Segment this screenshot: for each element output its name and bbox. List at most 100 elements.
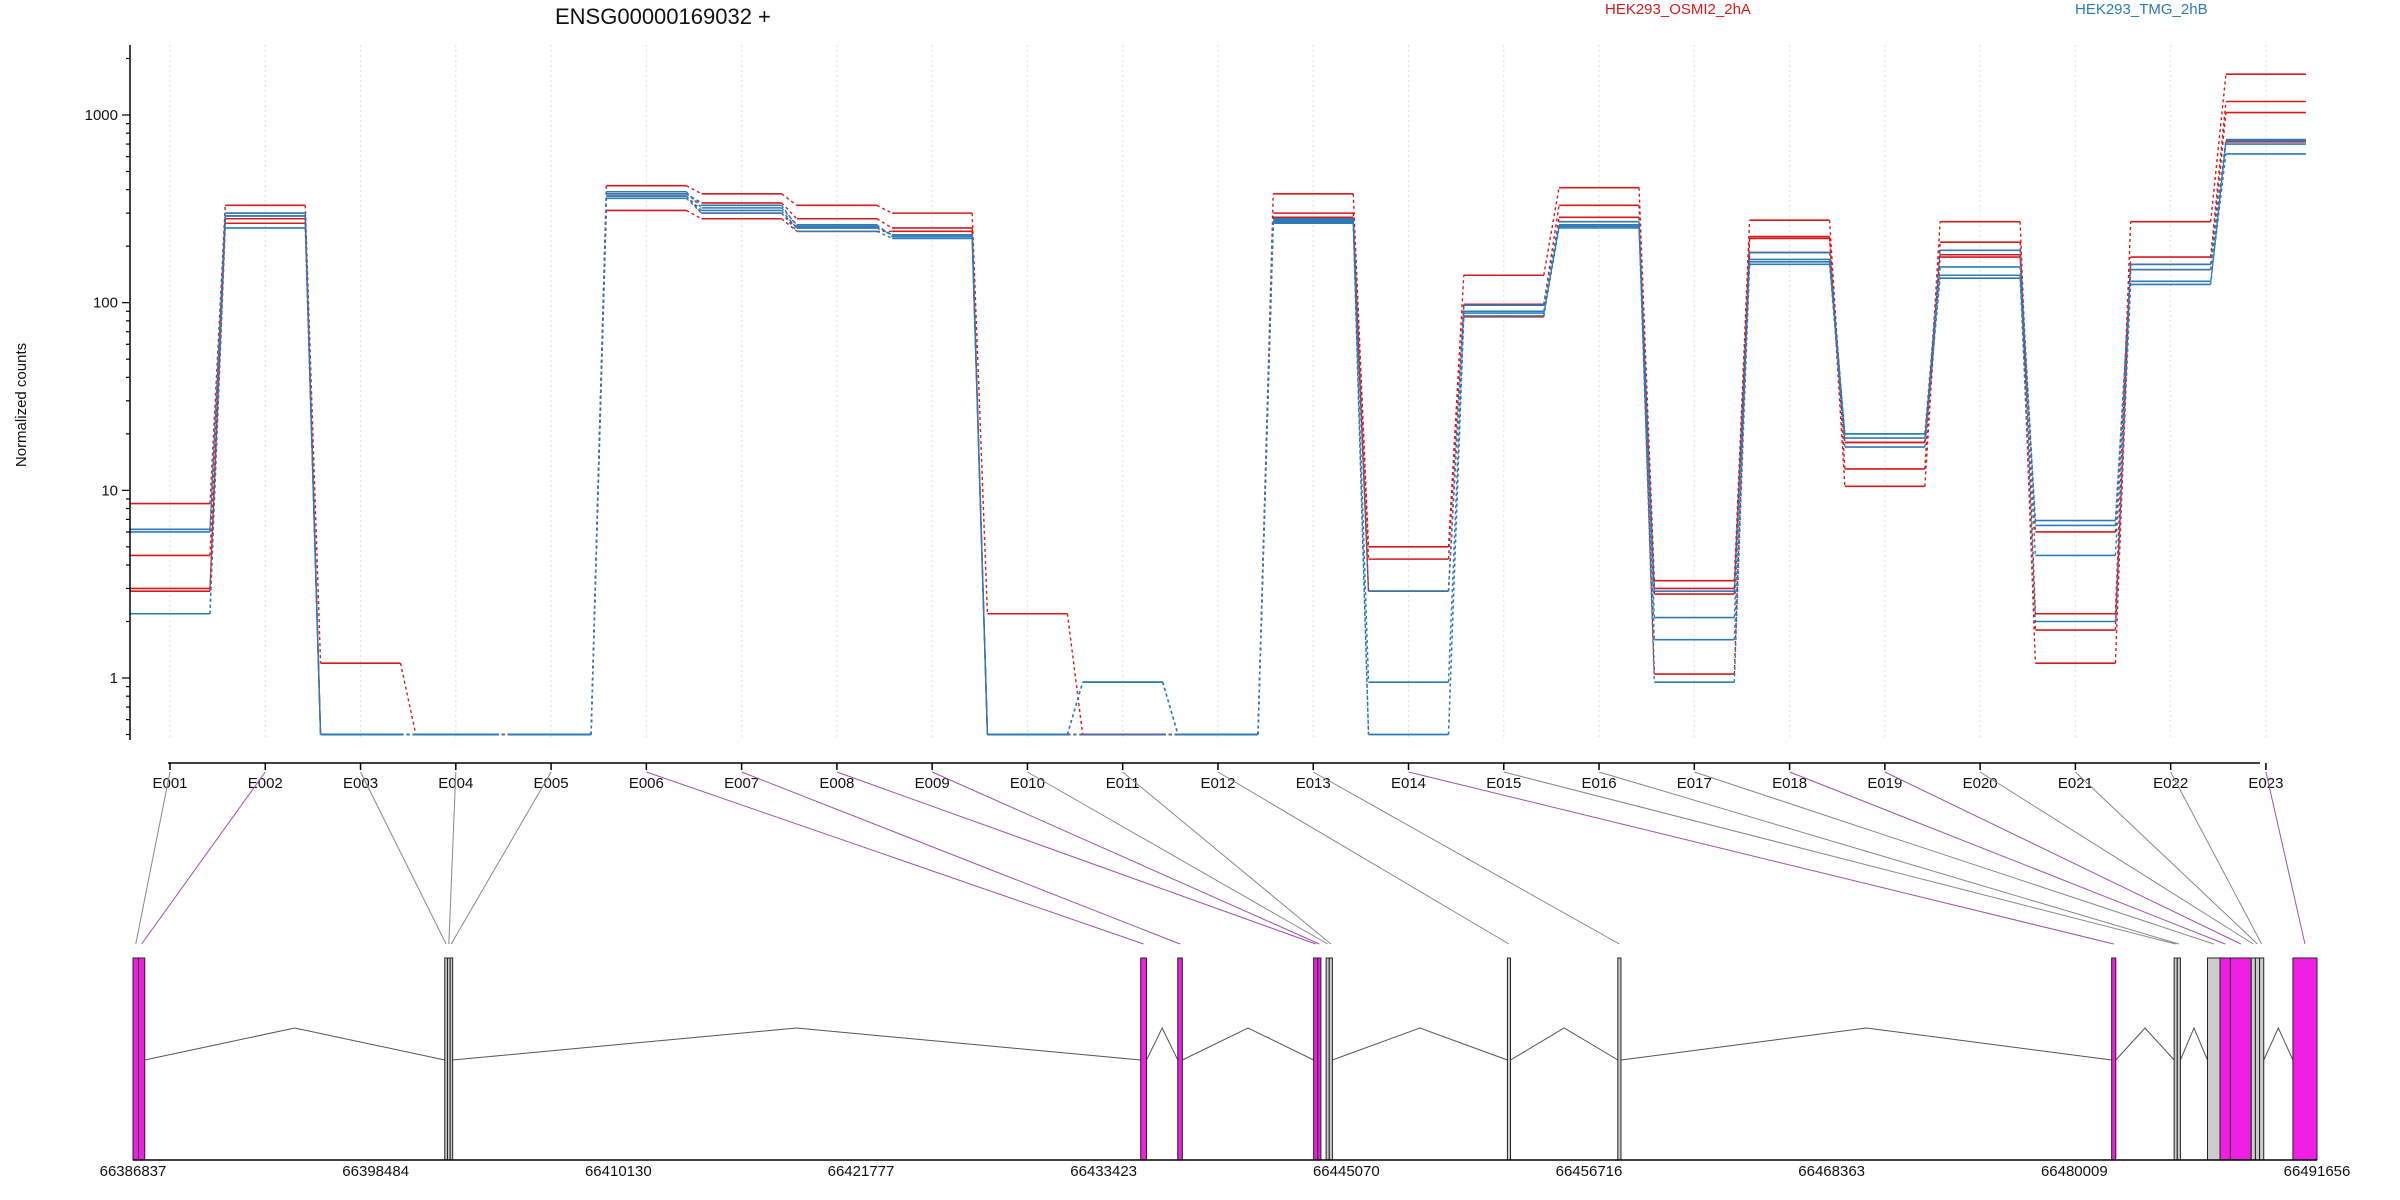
series-connector [1257, 220, 1274, 735]
exon-link [135, 771, 171, 945]
y-axis-label: Normalized counts [13, 343, 30, 467]
series-connector [209, 215, 226, 614]
x-tick-label: E020 [1963, 775, 1998, 792]
series-connector [876, 230, 893, 240]
x-tick-label: E016 [1582, 775, 1617, 792]
series-connector [399, 662, 417, 735]
series-connector [2209, 101, 2227, 258]
exon-block [2250, 957, 2256, 1161]
series-connector [971, 213, 989, 614]
exon-block [2254, 957, 2261, 1161]
coordinate-tick-label: 66468363 [1798, 1163, 1865, 1180]
intron-connector [2115, 1027, 2175, 1061]
exon-block [2219, 957, 2231, 1161]
x-tick-label: E014 [1391, 775, 1426, 792]
intron-connector [144, 1027, 445, 1061]
series-connector [781, 204, 798, 227]
series-connector [1352, 213, 1370, 560]
exon-link [2265, 771, 2306, 945]
intron-connector [2179, 1026, 2208, 1061]
series-connector [2209, 140, 2227, 285]
plot-grid [169, 45, 2267, 740]
coordinate-tick-label: 66421777 [828, 1163, 895, 1180]
x-tick-label: E018 [1772, 775, 1807, 792]
coordinate-tick-label: 66491656 [2284, 1163, 2351, 1180]
coordinate-tick-label: 66445070 [1313, 1163, 1380, 1180]
series-connector [1257, 221, 1274, 735]
series-connector [1924, 266, 1941, 439]
series-connector [1638, 226, 1656, 683]
exon-link [836, 771, 1316, 945]
x-tick-label: E007 [724, 775, 759, 792]
x-tick-label: E023 [2248, 775, 2283, 792]
series-connector [876, 218, 893, 229]
exon-link [646, 771, 1144, 945]
series-connector [1162, 681, 1179, 735]
intron-connector [1146, 1026, 1179, 1061]
x-tick-label: E019 [1867, 775, 1902, 792]
exon-block [1313, 957, 1319, 1161]
gene-model [132, 957, 2318, 1161]
y-tick-label: 10 [101, 482, 118, 499]
series-connector [2114, 221, 2132, 614]
series-connector [781, 202, 798, 220]
series-connector [1828, 261, 1846, 434]
series-connector [304, 215, 322, 735]
intron-connector [1510, 1027, 1619, 1061]
x-tick-label: E021 [2058, 775, 2093, 792]
exon-link [360, 771, 447, 945]
series-connector [590, 193, 608, 735]
intron-connector [1182, 1027, 1314, 1061]
series-connector [1066, 613, 1084, 735]
exon-block [2111, 957, 2117, 1161]
exon-link [1503, 771, 2176, 945]
series-connector [1924, 242, 1941, 487]
x-tick-label: E008 [819, 775, 854, 792]
legend-item-tmg: HEK293_TMG_2hB [2075, 1, 2208, 18]
x-tick-label: E022 [2153, 775, 2188, 792]
exon-block [2206, 957, 2221, 1161]
exon-block [449, 957, 454, 1161]
y-tick-label: 1 [110, 670, 118, 687]
series-lines [130, 73, 2306, 736]
series-connector [2114, 257, 2132, 631]
x-tick-label: E009 [915, 775, 950, 792]
x-tick-label: E010 [1010, 775, 1045, 792]
series-connector [781, 193, 798, 206]
y-tick-label: 100 [93, 295, 118, 312]
exon-block [1617, 957, 1622, 1161]
exon-block [1140, 957, 1148, 1161]
exon-link [448, 771, 457, 945]
x-tick-labels: E001 E002 E003 E004 E005 E006 E007 E008 E009 E010… [152, 763, 2283, 792]
series-connector [2209, 74, 2227, 222]
exon-link [931, 771, 1320, 945]
series-connector [209, 218, 226, 589]
exon-link [450, 771, 552, 945]
exon-block [2292, 957, 2318, 1161]
series-connector [686, 209, 702, 220]
exon-link [1027, 771, 1328, 945]
exon-link [1979, 771, 2254, 945]
coordinate-tick-label: 66398484 [342, 1163, 409, 1180]
series-connector [1543, 187, 1560, 276]
exon-link [141, 771, 266, 945]
series-connector [2114, 284, 2132, 622]
y-tick-label: 1000 [85, 107, 118, 124]
series-connector [1447, 313, 1465, 735]
exon-link-lines [135, 771, 2306, 945]
series-connector [209, 213, 226, 533]
exon-block [132, 957, 139, 1161]
series-connector [781, 209, 798, 229]
exon-block [1317, 957, 1322, 1161]
series-connector [1638, 227, 1656, 640]
series-connector [2019, 250, 2037, 526]
coordinate-tick-label: 66433423 [1070, 1163, 1137, 1180]
exon-link [741, 771, 1181, 945]
exon-block [2259, 957, 2265, 1161]
series-connector [304, 205, 322, 664]
series-connector [781, 212, 798, 232]
series-connector [1543, 205, 1560, 305]
series-connector [1733, 261, 1751, 683]
series-connector [1447, 311, 1465, 683]
